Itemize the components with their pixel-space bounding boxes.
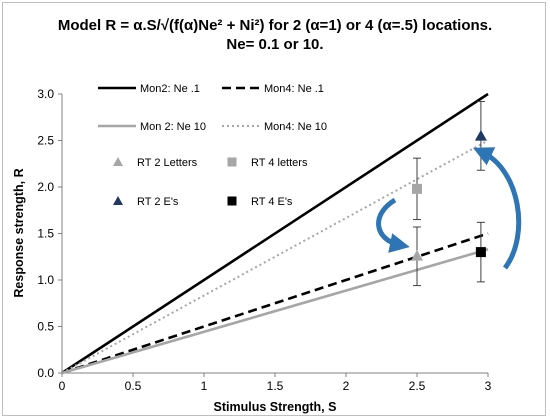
legend-marker (113, 157, 123, 166)
legend-marker (113, 196, 123, 205)
x-tick-label: 3 (485, 379, 492, 393)
data-point (475, 247, 486, 258)
series-line (61, 92, 489, 375)
y-tick-label: 1.0 (37, 273, 54, 287)
x-tick-label: 1 (201, 379, 208, 393)
legend-label: RT 2 Letters (137, 157, 198, 169)
curved-arrow-left (376, 197, 410, 253)
x-tick-label: 0 (59, 379, 66, 393)
legend-label: RT 4 E's (251, 196, 293, 208)
data-point (412, 183, 422, 194)
curved-arrow-right (472, 147, 522, 270)
series-line (61, 232, 489, 375)
x-axis-label: Stimulus Strength, S (214, 400, 337, 414)
data-point (411, 249, 423, 261)
chart-frame (2, 2, 546, 416)
x-tick-label: 2.5 (409, 379, 426, 393)
series-line (61, 248, 489, 375)
legend-label: Mon4: Ne 10 (264, 121, 327, 133)
y-tick-label: 2.5 (37, 134, 54, 148)
y-tick-label: 1.5 (37, 227, 54, 241)
legend-marker (227, 196, 237, 206)
y-tick-label: 0.5 (37, 320, 54, 334)
data-point (474, 129, 487, 141)
chart-title-line-2: Ne= 0.1 or 10. (226, 36, 323, 53)
y-tick-label: 2.0 (37, 180, 54, 194)
plot-area: 0 0.5 1 1.5 2 2.5 3 0.0 0.5 1.0 1.5 2.0 2.5 3.0 Mon2: … (37, 83, 522, 393)
x-tick-label: 0.5 (125, 379, 142, 393)
legend-label: Mon 2: Ne 10 (140, 121, 206, 133)
y-tick-label: 3.0 (37, 87, 54, 101)
legend-label: RT 2 E's (137, 196, 179, 208)
y-axis-label: Response strength, R (12, 168, 26, 297)
legend-label: Mon4: Ne .1 (264, 83, 324, 95)
legend-label: Mon2: Ne .1 (140, 83, 200, 95)
series-line (61, 139, 489, 374)
x-tick-label: 2 (343, 379, 350, 393)
chart-title-line-1: Model R = α.S/√(f(α)Ne² + Ni²) for 2 (α=… (58, 17, 492, 34)
legend-marker (227, 157, 237, 167)
y-tick-label: 0.0 (37, 366, 54, 380)
x-tick-label: 1.5 (267, 379, 284, 393)
legend-label: RT 4 letters (251, 157, 308, 169)
